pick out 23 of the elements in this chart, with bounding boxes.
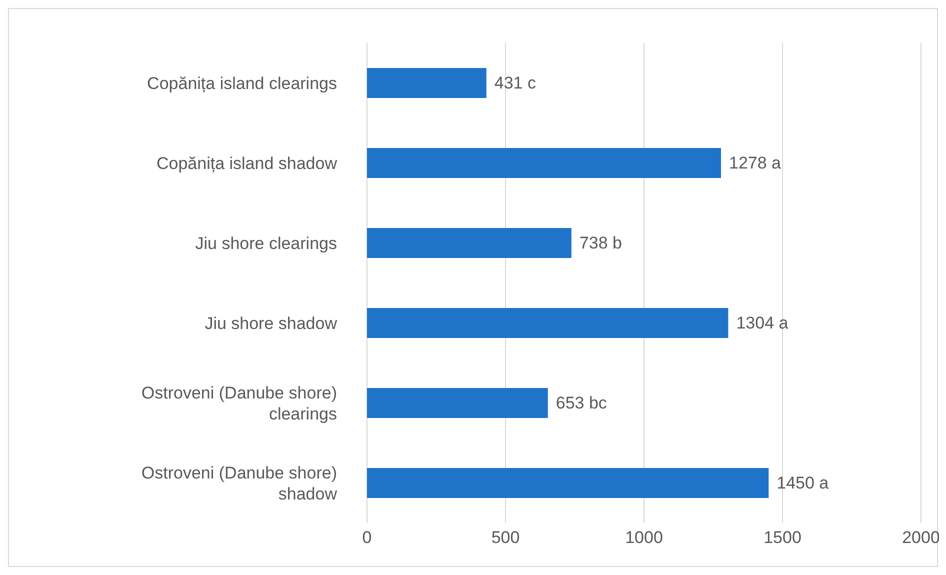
y-tick-label: Ostroveni (Danube shore) shadow	[141, 463, 338, 503]
data-label: 431 c	[494, 74, 536, 92]
x-tick-label: 1000	[625, 528, 663, 548]
bar	[367, 68, 486, 98]
y-tick-label: Copănița island clearings	[147, 74, 337, 92]
bar	[367, 388, 548, 418]
y-tick-label: Copănița island shadow	[156, 154, 338, 172]
bar	[367, 148, 722, 178]
y-tick-label: Ostroveni (Danube shore) clearings	[141, 383, 337, 423]
data-label: 653 bc	[556, 394, 608, 412]
x-tick-label: 2000	[902, 528, 940, 548]
bar	[367, 468, 769, 498]
y-tick-label: Jiu shore shadow	[204, 314, 338, 332]
bar	[367, 228, 572, 258]
x-tick-label: 0	[362, 528, 372, 548]
data-label: 1304 a	[736, 314, 789, 332]
data-label: 738 b	[579, 234, 622, 252]
data-label: 1278 a	[729, 154, 782, 172]
x-tick-label: 1500	[764, 528, 802, 548]
y-tick-label: Jiu shore clearings	[195, 234, 337, 252]
bar	[367, 308, 728, 338]
x-tick-label: 500	[491, 528, 520, 548]
data-label: 1450 a	[776, 474, 830, 492]
